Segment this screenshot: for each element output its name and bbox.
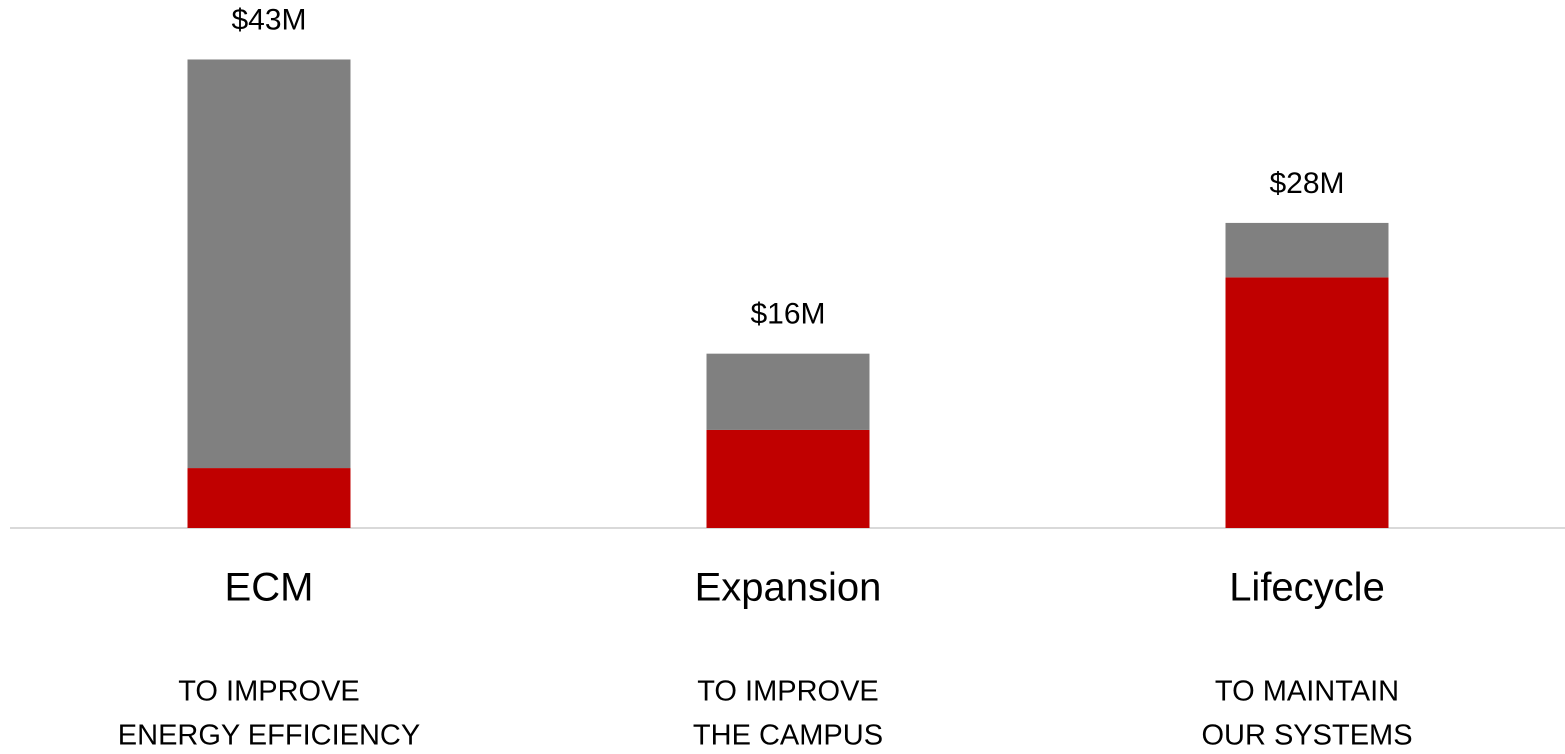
bar-segment xyxy=(1225,222,1389,278)
category-description: TO MAINTAIN xyxy=(1215,676,1399,708)
category-label: ECM xyxy=(225,566,314,610)
category-description: ENERGY EFFICIENCY xyxy=(118,720,420,752)
category-description: OUR SYSTEMS xyxy=(1201,720,1412,752)
total-label: $43M xyxy=(231,3,306,36)
bar-segment xyxy=(187,468,351,528)
category-description: THE CAMPUS xyxy=(693,720,883,752)
bar-segment xyxy=(1225,277,1389,528)
bar-segment xyxy=(706,429,870,528)
bar-segment xyxy=(187,59,351,469)
category-description: TO IMPROVE xyxy=(178,676,360,708)
total-label: $28M xyxy=(1269,167,1344,200)
category-label: Lifecycle xyxy=(1229,566,1385,610)
total-label: $16M xyxy=(750,298,825,331)
category-label: Expansion xyxy=(695,566,882,610)
bar-segment xyxy=(706,353,870,430)
category-description: TO IMPROVE xyxy=(697,676,879,708)
